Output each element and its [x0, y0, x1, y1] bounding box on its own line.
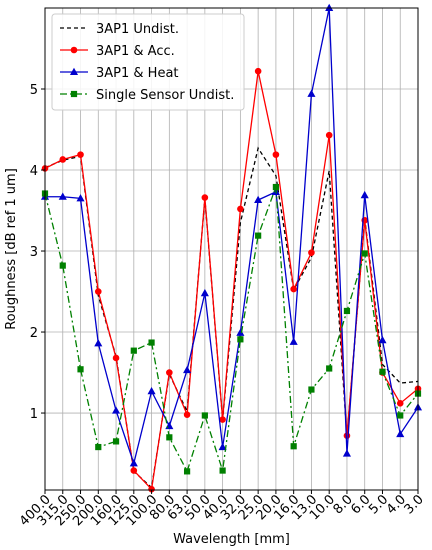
data-point — [94, 339, 103, 347]
legend-entry: 3AP1 & Heat — [60, 66, 179, 81]
data-point — [112, 438, 120, 445]
data-point — [254, 195, 263, 204]
data-point — [237, 336, 244, 343]
data-point — [237, 205, 244, 213]
data-point — [147, 386, 156, 395]
data-point — [342, 449, 352, 457]
legend-label: 3AP1 & Heat — [96, 66, 179, 81]
data-point — [77, 366, 84, 373]
data-point — [183, 411, 191, 418]
y-tick-label: 2 — [30, 326, 38, 341]
data-point — [378, 335, 387, 344]
data-point — [308, 249, 315, 256]
legend-entry: Single Sensor Undist. — [60, 88, 234, 103]
data-point — [77, 151, 84, 158]
axis-ticks: 400.0315.0250.0200.0160.0125.0100.080.06… — [17, 83, 427, 529]
legend-marker — [70, 46, 78, 54]
data-point — [59, 262, 66, 269]
data-point — [58, 192, 67, 200]
data-point — [255, 232, 262, 239]
legend-entry: 3AP1 & Acc. — [60, 44, 175, 59]
legend: 3AP1 Undist. 3AP1 & Acc. 3AP1 & Heat Single… — [51, 13, 245, 111]
legend-box — [51, 13, 245, 111]
series-line — [45, 7, 419, 466]
data-point — [94, 288, 102, 295]
series-line — [44, 186, 419, 474]
data-point — [236, 328, 245, 336]
data-point — [166, 434, 173, 441]
data-point — [272, 151, 280, 158]
data-point — [219, 416, 226, 423]
data-point — [397, 412, 404, 419]
legend-entry: 3AP1 Undist. — [60, 22, 179, 37]
data-point — [289, 337, 298, 345]
data-point — [272, 183, 280, 191]
data-point — [396, 429, 405, 438]
y-tick-label: 1 — [30, 407, 38, 422]
series-line — [44, 71, 419, 491]
data-point — [360, 190, 369, 199]
data-point — [183, 365, 192, 374]
data-point — [129, 459, 138, 467]
data-point — [361, 250, 368, 257]
y-tick-label: 3 — [30, 245, 38, 260]
legend-label: Single Sensor Undist. — [96, 88, 234, 103]
data-point — [183, 468, 191, 475]
data-point — [112, 354, 120, 362]
data-point — [166, 369, 173, 376]
data-point — [254, 67, 262, 75]
series-2 — [41, 67, 422, 493]
data-point — [343, 307, 351, 315]
legend-label: 3AP1 & Acc. — [96, 44, 175, 59]
data-point — [308, 386, 315, 393]
data-point — [130, 347, 137, 354]
data-point — [111, 406, 121, 414]
data-point — [396, 400, 404, 407]
legend-marker — [70, 90, 78, 98]
data-point — [76, 194, 85, 202]
legend-label: 3AP1 Undist. — [96, 22, 179, 37]
data-point — [290, 443, 297, 450]
legend-marker — [69, 67, 79, 76]
data-point — [201, 412, 208, 419]
data-point — [59, 156, 67, 163]
data-point — [290, 285, 297, 293]
data-point — [325, 131, 333, 139]
x-tick-label: 3.0 — [402, 492, 427, 517]
y-tick-label: 4 — [30, 164, 38, 179]
data-point — [219, 467, 226, 474]
data-point — [379, 368, 386, 375]
data-point — [307, 89, 316, 97]
plot-frame — [44, 7, 419, 491]
data-point — [95, 443, 102, 451]
data-point — [148, 339, 155, 346]
data-point — [200, 288, 209, 297]
data-point — [130, 467, 138, 474]
x-axis-label: Wavelength [mm] — [173, 532, 290, 547]
y-tick-label: 5 — [30, 83, 38, 98]
data-point — [326, 365, 333, 372]
data-point — [201, 194, 209, 201]
y-axis-label: Roughness [dB ref 1 um] — [4, 168, 19, 330]
data-point — [218, 442, 227, 451]
